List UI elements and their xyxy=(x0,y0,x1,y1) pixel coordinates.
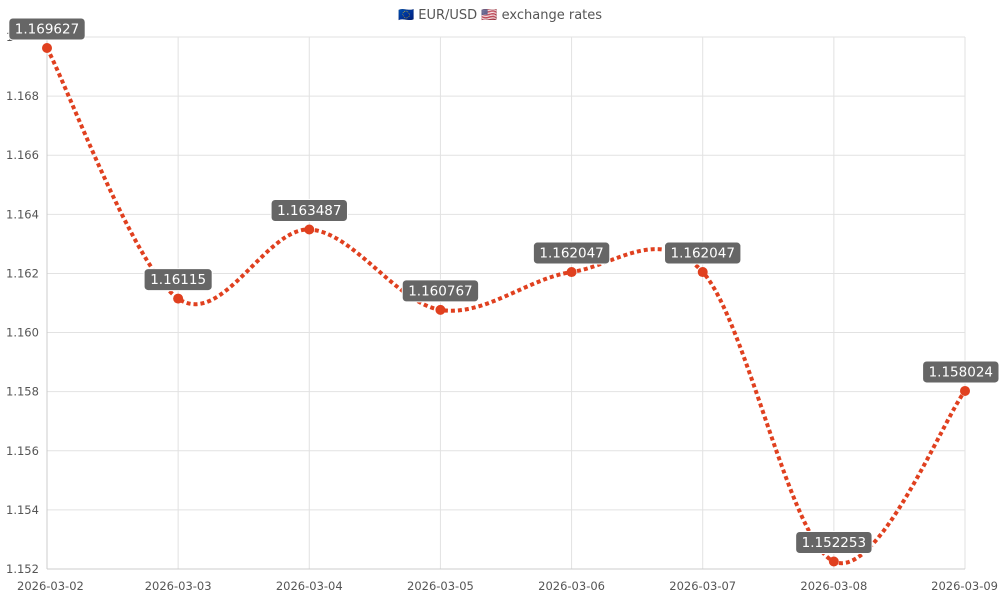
data-label: 1.169627 xyxy=(8,17,86,41)
data-label: 1.16115 xyxy=(143,268,213,292)
data-label-text: 1.163487 xyxy=(277,203,341,219)
x-tick-label: 2026-03-04 xyxy=(276,579,343,593)
x-tick-label: 2026-03-09 xyxy=(931,579,998,593)
data-point xyxy=(173,293,184,304)
data-label: 1.162047 xyxy=(664,241,742,265)
data-label-text: 1.16115 xyxy=(150,272,206,288)
data-label-text: 1.160767 xyxy=(408,283,472,299)
data-point xyxy=(304,224,315,235)
data-label: 1.162047 xyxy=(532,241,611,265)
data-label-text: 1.152253 xyxy=(802,535,866,551)
x-tick-label: 2026-03-08 xyxy=(800,579,867,593)
data-label: 1.158024 xyxy=(922,360,1000,384)
y-tick-label: 1.166 xyxy=(6,148,39,162)
y-tick-label: 1.154 xyxy=(6,503,39,517)
data-label: 1.160767 xyxy=(401,279,480,303)
data-label-box xyxy=(8,17,86,41)
data-point xyxy=(42,43,52,54)
x-tick-label: 2026-03-06 xyxy=(538,579,605,593)
chart-title: 🇪🇺 EUR/USD 🇺🇸 exchange rates xyxy=(397,8,603,23)
y-tick-label: 1.160 xyxy=(6,326,39,340)
data-label-box xyxy=(922,360,1000,384)
x-tick-label: 2026-03-03 xyxy=(145,579,212,593)
data-points xyxy=(42,43,970,567)
y-tick-label: 1.156 xyxy=(6,444,39,458)
data-labels: 1.169627 1.16115 1.163487 1.160767 1.162047 1… xyxy=(8,17,1000,555)
data-label-text: 1.162047 xyxy=(671,246,735,262)
data-label-box xyxy=(143,268,213,292)
data-point xyxy=(828,556,839,567)
y-tick-label: 1.162 xyxy=(6,266,39,280)
x-tick-label: 2026-03-07 xyxy=(669,579,736,593)
y-tick-label: 1.158 xyxy=(6,385,39,399)
data-point xyxy=(697,267,708,278)
data-point xyxy=(566,267,577,278)
grid-lines xyxy=(46,36,966,570)
data-label-text: 1.169627 xyxy=(15,22,79,38)
x-tick-label: 2026-03-02 xyxy=(17,579,84,593)
y-tick-label: 1.168 xyxy=(6,89,39,103)
data-label-box xyxy=(664,241,742,265)
data-label-text: 1.162047 xyxy=(539,246,603,262)
data-label-box xyxy=(270,198,348,222)
axis-ticks: 1.152 1.154 1.156 1.158 1.160 1.162 1.164 1.166… xyxy=(6,30,998,593)
data-label-text: 1.158024 xyxy=(929,364,993,380)
y-tick-label: 1.152 xyxy=(6,562,39,576)
series-line xyxy=(45,47,967,566)
data-point xyxy=(435,304,446,315)
data-label-box xyxy=(401,279,480,303)
data-point xyxy=(960,385,970,396)
data-label-box xyxy=(532,241,611,265)
y-tick-label: 1.164 xyxy=(6,207,39,221)
data-label-box xyxy=(795,531,873,555)
data-label: 1.163487 xyxy=(270,198,348,222)
x-tick-label: 2026-03-05 xyxy=(407,579,474,593)
data-label: 1.152253 xyxy=(795,531,873,555)
